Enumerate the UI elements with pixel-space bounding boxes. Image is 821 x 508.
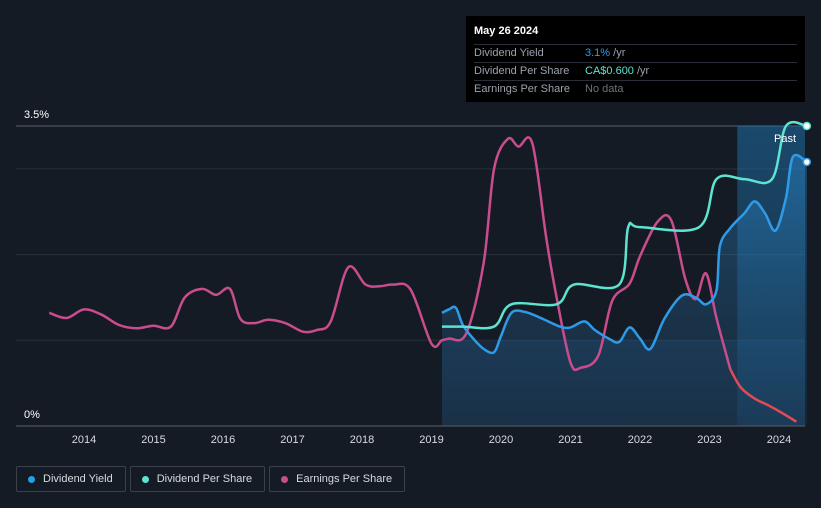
earnings-per-share-line (48, 136, 732, 372)
plot-areas (441, 126, 807, 426)
y-tick-label: 3.5% (24, 109, 49, 121)
x-tick-label: 2017 (280, 434, 304, 446)
x-tick-label: 2014 (72, 434, 96, 446)
legend-dot-icon (28, 475, 35, 483)
legend-label: Dividend Yield (43, 473, 113, 485)
dividend-yield-end-point (802, 157, 812, 167)
dividend-yield-line (441, 153, 808, 355)
legend-item-dividend-per-share[interactable]: Dividend Per Share (129, 466, 266, 492)
y-tick-label: 0% (24, 409, 40, 421)
legend-label: Dividend Per Share (156, 473, 253, 485)
tooltip-value: No data (585, 83, 624, 95)
tooltip-value: 3.1% (585, 47, 611, 59)
tooltip: May 26 2024 Dividend Yield 3.1% /yr Divi… (466, 16, 805, 102)
x-tick-label: 2024 (767, 434, 791, 446)
dividend-per-share-line (441, 120, 808, 330)
tooltip-label: Earnings Per Share (474, 83, 570, 95)
tooltip-label: Dividend Yield (474, 47, 544, 59)
tooltip-unit: /yr (610, 47, 626, 59)
legend-dot-icon (281, 475, 289, 483)
legend: Dividend Yield Dividend Per Share Earnin… (16, 466, 406, 492)
axes: 0% 3.5% 2014 2015 2016 2017 2018 2019 2020 2021 20… (16, 109, 805, 446)
tooltip-row-dividend-per-share: Dividend Per Share CA$0.600 /yr (474, 62, 797, 80)
tooltip-row-dividend-yield: Dividend Yield 3.1% /yr (474, 44, 797, 62)
series-lines (48, 120, 812, 423)
past-region-label: Past (774, 133, 796, 145)
tooltip-row-earnings-per-share: Earnings Per Share No data (474, 80, 797, 98)
legend-item-earnings-per-share[interactable]: Earnings Per Share (269, 466, 406, 492)
x-tick-label: 2022 (628, 434, 652, 446)
tooltip-unit: /yr (633, 65, 650, 77)
dividend-yield-area (441, 154, 807, 426)
x-tick-label: 2023 (697, 434, 721, 446)
x-tick-label: 2018 (350, 434, 374, 446)
tooltip-date: May 26 2024 (474, 25, 539, 37)
tooltip-value: CA$0.600 (585, 65, 634, 77)
legend-item-dividend-yield[interactable]: Dividend Yield (16, 466, 126, 492)
x-tick-label: 2019 (419, 434, 443, 446)
x-tick-label: 2020 (489, 434, 513, 446)
dividend-per-share-end-point (802, 121, 812, 131)
legend-dot-icon (141, 475, 149, 483)
tooltip-label: Dividend Per Share (474, 65, 570, 77)
x-tick-label: 2015 (141, 434, 165, 446)
earnings-per-share-line-decline (729, 368, 798, 423)
x-tick-label: 2021 (558, 434, 582, 446)
x-tick-label: 2016 (211, 434, 235, 446)
legend-label: Earnings Per Share (296, 473, 393, 485)
